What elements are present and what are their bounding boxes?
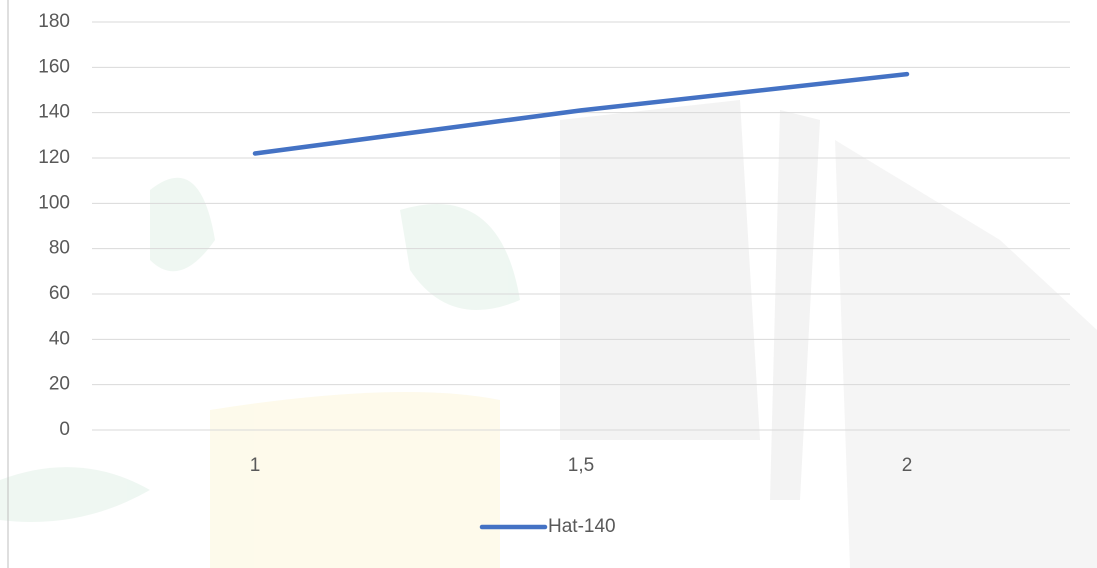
x-tick-label: 1 <box>250 455 261 476</box>
y-tick-label: 40 <box>49 328 70 349</box>
watermark-leaf <box>0 467 150 522</box>
y-tick-label: 20 <box>49 374 70 395</box>
watermark-shape <box>210 392 500 568</box>
y-tick-label: 60 <box>49 283 70 304</box>
x-tick-label: 2 <box>902 455 913 476</box>
watermark-shape <box>770 110 820 500</box>
y-tick-label: 160 <box>38 56 70 77</box>
y-tick-label: 100 <box>38 192 70 213</box>
watermark <box>0 100 1097 568</box>
legend-label: Hat-140 <box>548 516 616 537</box>
watermark-leaf <box>150 177 215 272</box>
watermark-shape <box>835 140 1097 568</box>
y-tick-label: 140 <box>38 102 70 123</box>
line <box>252 71 910 156</box>
x-tick-label: 1,5 <box>568 455 594 476</box>
y-tick-label: 80 <box>49 238 70 259</box>
watermark-leaf <box>400 204 520 310</box>
y-tick-label: 180 <box>38 11 70 32</box>
y-tick-label: 120 <box>38 147 70 168</box>
watermark-shape <box>560 100 760 440</box>
y-tick-label: 0 <box>59 419 70 440</box>
